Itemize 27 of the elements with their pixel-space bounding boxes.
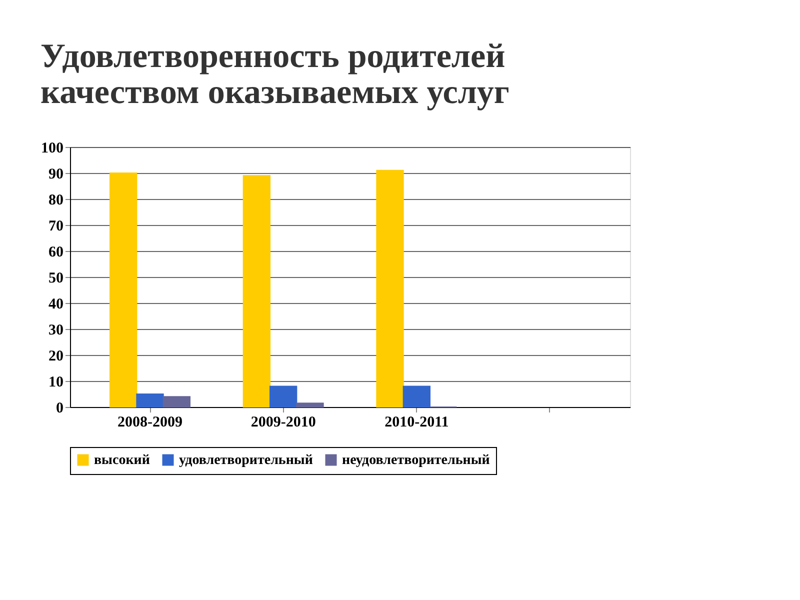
y-tick-label: 60: [48, 244, 64, 260]
legend-label: высокий: [94, 453, 150, 468]
y-tick-label: 100: [41, 140, 64, 156]
bar: [402, 386, 430, 408]
bar: [376, 170, 404, 408]
y-tick-label: 40: [48, 296, 64, 312]
y-tick-label: 10: [48, 374, 64, 390]
x-tick-label: 2008-2009: [118, 414, 182, 430]
legend-label: удовлетворительный: [179, 453, 313, 468]
y-tick-label: 20: [48, 348, 64, 364]
y-tick-label: 50: [48, 270, 64, 286]
bar: [296, 402, 324, 408]
x-tick-label: 2009-2010: [250, 414, 316, 430]
y-tick-label: 70: [48, 218, 64, 234]
y-tick-label: 80: [48, 192, 64, 208]
y-tick-label: 0: [56, 400, 64, 416]
x-tick-label: 2010-2011: [384, 414, 449, 430]
bar: [110, 172, 138, 408]
text: качеством оказываемых услуг: [40, 74, 510, 111]
legend-label: неудовлетворительный: [342, 453, 490, 468]
y-tick-label: 30: [48, 322, 64, 338]
bar: [242, 175, 270, 408]
text: Удовлетворенность родителей: [40, 38, 506, 75]
bar: [162, 396, 190, 408]
bar: [270, 386, 298, 408]
bar: [136, 394, 164, 408]
y-tick-label: 90: [48, 166, 64, 182]
